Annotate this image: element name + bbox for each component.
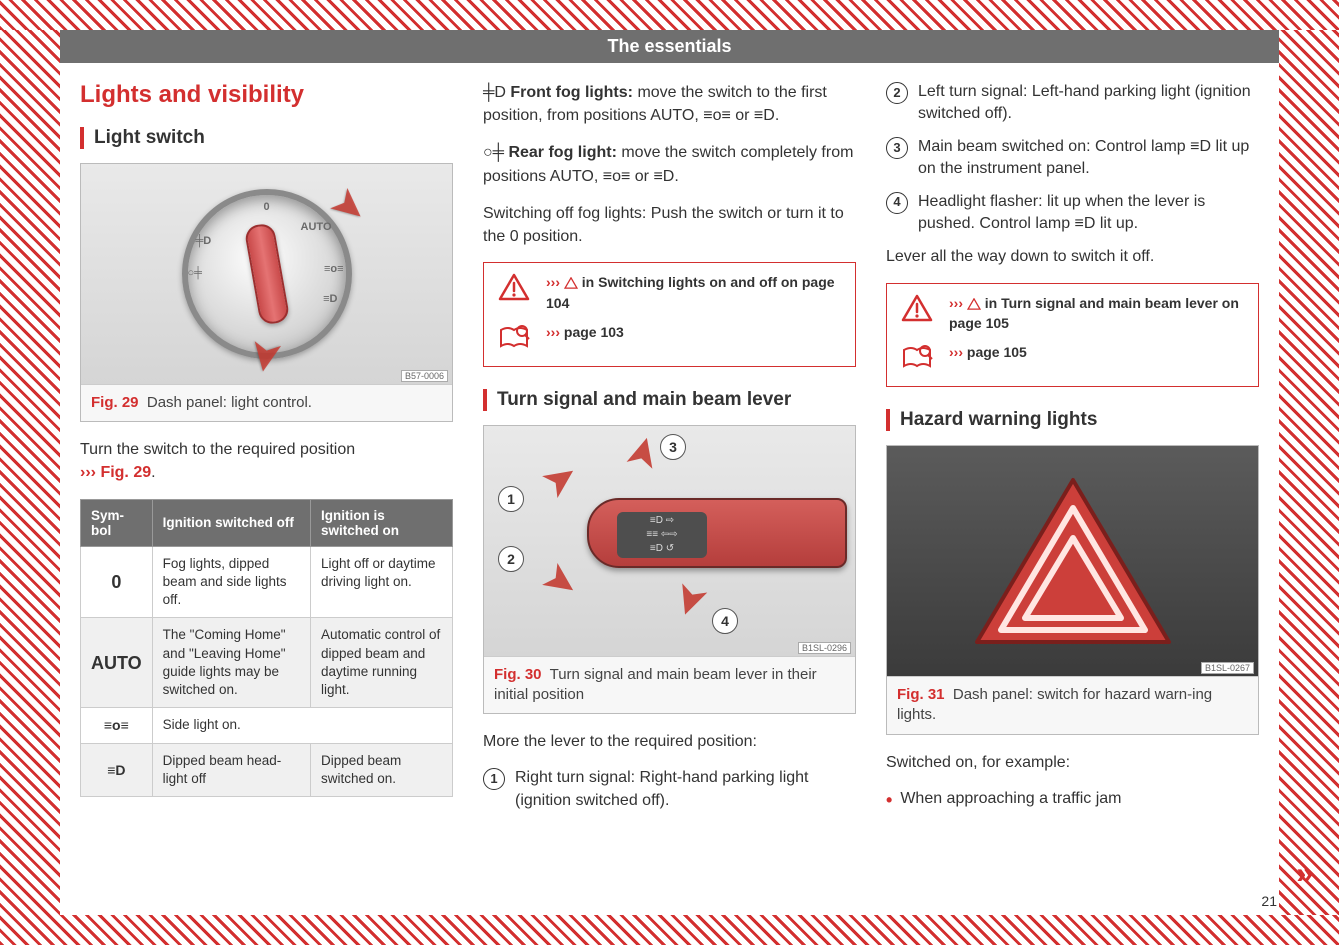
table-row: 0 Fog lights, dipped beam and side light… [81,546,453,618]
border-hatch-bottom [0,915,1339,945]
row2-symbol: ≡o≡ [81,708,153,744]
row3-symbol: ≡D [81,744,153,797]
table-header-off: Ignition switched off [152,499,310,546]
figure-31: B1SL-0267 Fig. 31 Dash panel: switch for… [886,445,1259,735]
figure-30: ≡D ⇨≡≡ ⇦⇨≡D ↺ 1 2 3 4 ➤ ➤ ➤ ➤ B1SL-0296 [483,425,856,715]
reference-box-lights: ››› in Switching lights on and off on pa… [483,262,856,367]
row3-off: Dipped beam head-light off [152,744,310,797]
sub-title-light-switch: Light switch [80,127,453,149]
num-circle-4: 4 [886,192,908,214]
dial-pos-0: 0 [263,201,269,213]
row1-symbol: AUTO [81,618,153,708]
light-switch-intro: Turn the switch to the required position… [80,438,453,484]
dial-pos-auto: AUTO [301,221,332,233]
reference-box-turn-signal: ››› in Turn signal and main beam lever o… [886,283,1259,388]
rear-fog-icon: ○╪ [483,144,504,161]
lever-item-3: 3 Main beam switched on: Control lamp ≡D… [886,136,1259,181]
lever-item-2: 2 Left turn signal: Left-hand parking li… [886,81,1259,126]
row1-off: The "Coming Home" and "Leaving Home" gui… [152,618,310,708]
column-2: ╪D Front fog lights: move the switch to … [483,81,856,822]
front-fog-text: ╪D Front fog lights: move the switch to … [483,81,856,127]
figure-31-code: B1SL-0267 [1201,662,1254,674]
sub-title-turn-signal: Turn signal and main beam lever [483,389,856,411]
num-text-2: Left turn signal: Left-hand parking ligh… [918,81,1259,126]
row0-symbol: 0 [81,546,153,618]
warning-triangle-icon [496,273,532,306]
dial-pos-dip: ≡D [323,293,337,305]
continue-indicator-icon: » [1296,857,1313,891]
figure-29-ref: Fig. 29 [91,394,139,411]
border-hatch-right [1279,0,1339,945]
row0-off: Fog lights, dipped beam and side lights … [152,546,310,618]
num-circle-2: 2 [886,82,908,104]
table-header-on: Ignition is switched on [310,499,452,546]
page-number: 21 [1261,893,1277,909]
num-circle-3: 3 [886,137,908,159]
column-3: 2 Left turn signal: Left-hand parking li… [886,81,1259,822]
figure-31-image: B1SL-0267 [887,446,1258,676]
figure-29-code: B57-0006 [401,370,448,382]
table-row: AUTO The "Coming Home" and "Leaving Home… [81,618,453,708]
row3-on: Dipped beam switched on. [310,744,452,797]
dial-fog-front-icon: ╪D [196,235,212,247]
refbox-manual-text: page 103 [564,324,624,340]
lever-callout-4: 4 [712,608,738,634]
page-content: The essentials Lights and visibility Lig… [60,30,1279,915]
figure-30-image: ≡D ⇨≡≡ ⇦⇨≡D ↺ 1 2 3 4 ➤ ➤ ➤ ➤ B1SL-0296 [484,426,855,656]
figure-30-ref: Fig. 30 [494,666,542,683]
lever-item-4: 4 Headlight flasher: lit up when the lev… [886,191,1259,236]
hazard-switched-on-text: Switched on, for example: [886,751,1259,774]
manual-book-icon [899,343,935,376]
warning-triangle-icon [899,294,935,327]
column-1: Lights and visibility Light switch 0 AUT… [80,81,453,822]
figure-30-code: B1SL-0296 [798,642,851,654]
lever-item-1: 1 Right turn signal: Right-hand parking … [483,767,856,812]
manual-book-icon [496,323,532,356]
figure-30-caption: Fig. 30 Turn signal and main beam lever … [484,656,855,714]
figure-31-caption-text: Dash panel: switch for hazard warn-ing l… [897,686,1212,723]
figure-31-caption: Fig. 31 Dash panel: switch for hazard wa… [887,676,1258,734]
num-text-1: Right turn signal: Right-hand parking li… [515,767,856,812]
num-circle-1: 1 [483,768,505,790]
dial-pos-side: ≡o≡ [324,263,344,275]
figure-29-caption: Fig. 29 Dash panel: light control. [81,384,452,421]
light-switch-table: Sym- bol Ignition switched off Ignition … [80,499,453,798]
row1-on: Automatic control of dipped beam and day… [310,618,452,708]
figure-31-ref: Fig. 31 [897,686,945,703]
table-row: ≡o≡ Side light on. [81,708,453,744]
fog-off-text: Switching off fog lights: Push the switc… [483,202,856,248]
lever-callout-2: 2 [498,546,524,572]
refbox2-manual-text: page 105 [967,344,1027,360]
figure-30-caption-text: Turn signal and main beam lever in their… [494,666,817,703]
lever-intro-text: More the lever to the required position: [483,730,856,753]
border-hatch-left [0,0,60,945]
num-text-4: Headlight flasher: lit up when the lever… [918,191,1259,236]
section-title: Lights and visibility [80,81,453,109]
border-hatch-top [0,0,1339,30]
figure-29-image: 0 AUTO ≡o≡ ≡D ╪D ○╪ ➤ ➤ B57-0006 [81,164,452,384]
lever-off-text: Lever all the way down to switch it off. [886,245,1259,268]
sub-title-hazard: Hazard warning lights [886,409,1259,431]
figure-29: 0 AUTO ≡o≡ ≡D ╪D ○╪ ➤ ➤ B57-0006 Fig. 29… [80,163,453,422]
table-row: ≡D Dipped beam head-light off Dipped bea… [81,744,453,797]
row0-on: Light off or daytime driving light on. [310,546,452,618]
lever-callout-1: 1 [498,486,524,512]
rear-fog-text: ○╪ Rear fog light: move the switch compl… [483,141,856,187]
hazard-bullet-1: • When approaching a traffic jam [886,788,1259,813]
num-text-3: Main beam switched on: Control lamp ≡D l… [918,136,1259,181]
row2-text: Side light on. [152,708,452,744]
dial-fog-rear-icon: ○╪ [188,267,202,279]
refbox2-warning-text: in Turn signal and main beam lever on pa… [949,295,1239,332]
table-header-symbol: Sym- bol [81,499,153,546]
page-header-bar: The essentials [60,30,1279,63]
bullet-dot-icon: • [886,788,892,813]
hazard-triangle-icon [963,466,1183,656]
refbox-warning-text: in Switching lights on and off on page 1… [546,274,835,311]
bullet-1-text: When approaching a traffic jam [900,788,1121,813]
front-fog-icon: ╪D [483,84,506,101]
figure-29-caption-text: Dash panel: light control. [147,394,312,411]
